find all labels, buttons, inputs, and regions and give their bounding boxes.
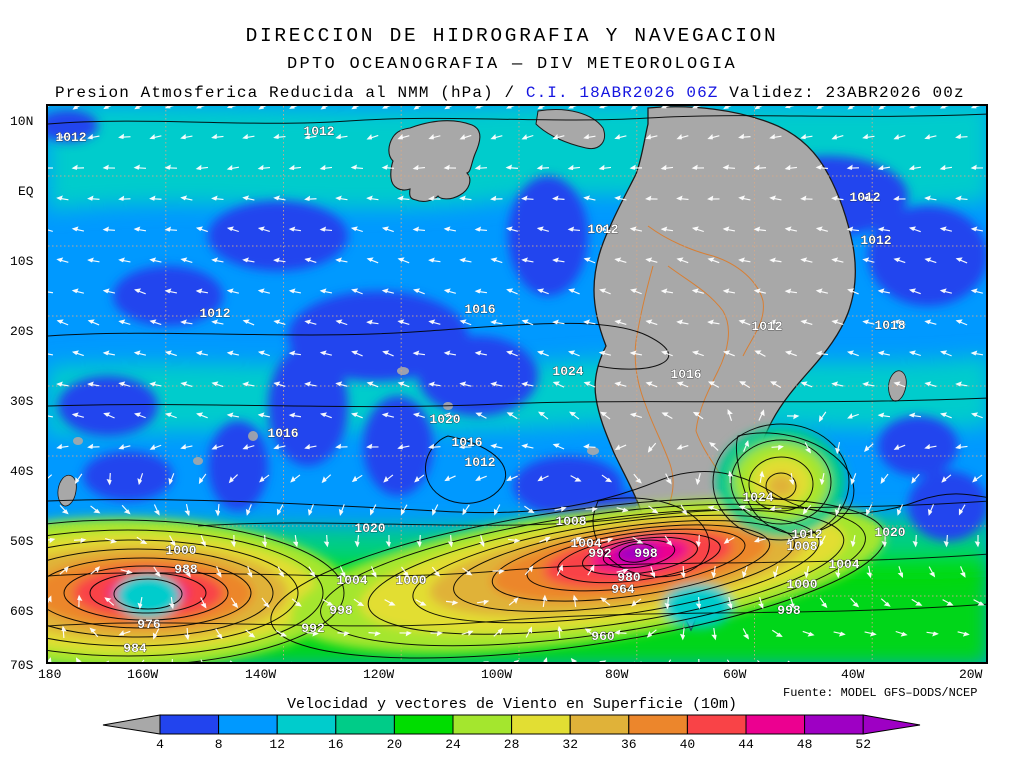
svg-text:984: 984 [123, 641, 147, 656]
svg-text:1016: 1016 [267, 426, 298, 441]
svg-text:1012: 1012 [849, 190, 880, 205]
svg-text:1020: 1020 [874, 525, 905, 540]
svg-text:1020: 1020 [429, 412, 460, 427]
svg-text:1012: 1012 [587, 222, 618, 237]
svg-text:1000: 1000 [786, 577, 817, 592]
svg-text:1024: 1024 [552, 364, 583, 379]
svg-text:992: 992 [301, 621, 325, 636]
svg-text:1012: 1012 [55, 130, 86, 145]
svg-text:998: 998 [777, 603, 801, 618]
svg-text:1016: 1016 [670, 367, 701, 382]
svg-text:1008: 1008 [555, 514, 586, 529]
svg-text:1000: 1000 [395, 573, 426, 588]
svg-text:1004: 1004 [828, 557, 859, 572]
svg-text:1024: 1024 [742, 490, 773, 505]
svg-text:1016: 1016 [464, 302, 495, 317]
svg-text:1020: 1020 [354, 521, 385, 536]
svg-text:1012: 1012 [860, 233, 891, 248]
svg-text:1012: 1012 [303, 124, 334, 139]
svg-text:1012: 1012 [464, 455, 495, 470]
svg-text:1000: 1000 [165, 543, 196, 558]
svg-text:1018: 1018 [874, 318, 905, 333]
svg-text:998: 998 [329, 603, 353, 618]
svg-text:1012: 1012 [199, 306, 230, 321]
svg-text:964: 964 [611, 582, 635, 597]
svg-text:1012: 1012 [751, 319, 782, 334]
svg-text:960: 960 [591, 629, 615, 644]
svg-text:1008: 1008 [786, 539, 817, 554]
svg-text:1004: 1004 [336, 573, 367, 588]
svg-text:998: 998 [634, 546, 658, 561]
svg-text:992: 992 [588, 546, 612, 561]
svg-text:1016: 1016 [451, 435, 482, 450]
svg-text:976: 976 [137, 617, 161, 632]
svg-text:988: 988 [174, 562, 198, 577]
